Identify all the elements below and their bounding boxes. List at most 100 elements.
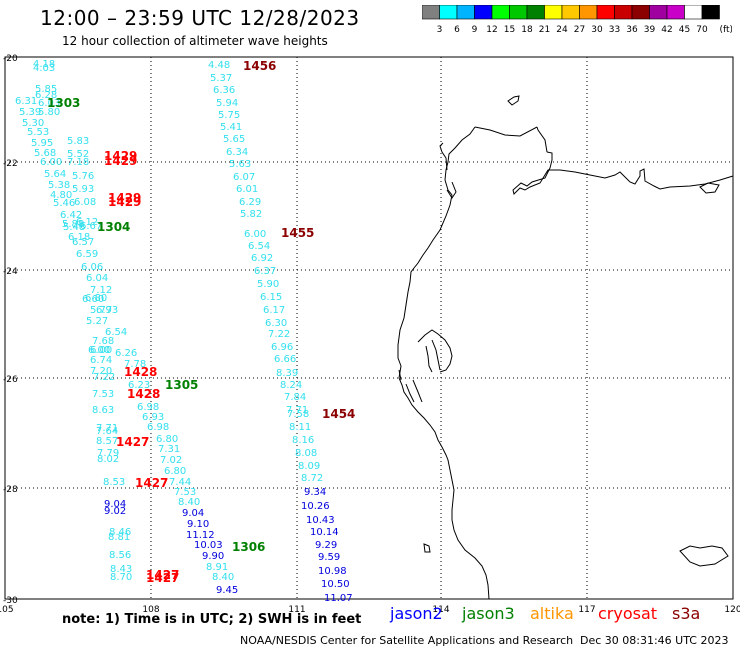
page-subtitle: 12 hour collection of altimeter wave hei…: [62, 34, 328, 48]
track-value: 6.15: [260, 292, 282, 303]
track-value: 4.18: [33, 59, 55, 70]
track-value: 5.83: [67, 136, 89, 147]
pass-time-label: 1427: [146, 568, 179, 582]
track-value: 5.65: [223, 134, 245, 145]
coastline: [397, 95, 734, 600]
track-value: 6.07: [233, 172, 255, 183]
pass-time-label: 1303: [47, 96, 80, 110]
track-value: 6.00: [90, 345, 112, 356]
longitude-labels: 105 108 111 114 117 120: [0, 605, 740, 615]
track-value: 6.00: [88, 345, 110, 356]
pass-time-label: 1429: [108, 191, 141, 205]
latitude-label: -20: [3, 54, 18, 64]
track-value: 7.12: [90, 285, 112, 296]
track-value: 9.29: [315, 540, 337, 551]
track-value: 4.03: [33, 63, 55, 74]
pass-time-label: 1304: [97, 220, 130, 234]
track-value: 10.03: [194, 540, 223, 551]
track-value: 8.16: [292, 435, 314, 446]
scale-label: 45: [679, 25, 690, 35]
track-value: 6.98: [137, 402, 159, 413]
exmouth-gulf: [439, 142, 457, 199]
track-value: 6.31: [15, 96, 37, 107]
track-value: 7.78: [124, 359, 146, 370]
scale-label: 70: [696, 25, 708, 35]
track-value: 8.08: [295, 448, 317, 459]
track-value: 6.34: [226, 147, 248, 158]
latitude-label: -30: [3, 596, 18, 606]
track-value: 8.70: [110, 572, 132, 583]
track-value: 5.48: [63, 222, 85, 233]
track-value: 6.92: [251, 253, 273, 264]
longitude-label: 111: [288, 605, 305, 615]
track-value: 6.80: [164, 466, 186, 477]
track-value: 8.72: [301, 473, 323, 484]
coast-main-west: [397, 126, 538, 600]
track-value: 6.66: [274, 354, 296, 365]
track-value: 8.02: [97, 454, 119, 465]
track-value: 8.40: [178, 497, 200, 508]
track-value: 5.77: [90, 305, 112, 316]
scale-label: 27: [574, 25, 585, 35]
track-value: 6.74: [90, 355, 112, 366]
track-value: 7.18: [67, 157, 89, 168]
scale-label: 36: [626, 25, 638, 35]
wave-height-values: 4.184.03 5.856.286.31 6.035.395.805.305.53…: [15, 59, 353, 604]
track-value: 8.56: [109, 550, 131, 561]
scale-swatch: [701, 5, 720, 20]
track-value: 5.39: [19, 107, 41, 118]
latitude-label: -22: [3, 159, 18, 169]
scale-label: 9: [472, 25, 478, 35]
legend-s3a: s3a: [672, 604, 701, 623]
longitude-label: 120: [724, 605, 740, 615]
track-value: 5.68: [34, 148, 56, 159]
pass-time-label: 1456: [243, 59, 276, 73]
scale-label: 6: [454, 25, 460, 35]
island-4: [423, 543, 431, 553]
track-value: 10.26: [301, 501, 330, 512]
track-value: 7.20: [90, 366, 112, 377]
track-value: 7.84: [284, 392, 306, 403]
track-value: 8.40: [212, 572, 234, 583]
track-value: 7.71: [286, 405, 308, 416]
track-value: 8.09: [298, 461, 320, 472]
track-value: 7.64: [96, 426, 118, 437]
track-value: 5.93: [72, 184, 94, 195]
track-value: 6.29: [239, 197, 261, 208]
color-scale: 3 6 9 12 15 18 21 24 27 30 33 36 39 42 45 70 (ft): [422, 5, 732, 35]
track-value: 6.57: [72, 237, 94, 248]
track-value: 6.80: [85, 293, 107, 304]
track-value: 6.04: [86, 273, 108, 284]
track-value: 6.60: [82, 294, 104, 305]
track-value: 6.93: [96, 305, 118, 316]
shark-bay: [398, 329, 453, 403]
track-value: 9.59: [318, 552, 340, 563]
latitude-label: -28: [3, 485, 18, 495]
track-value: 8.53: [103, 477, 125, 488]
track-value: 6.36: [213, 85, 235, 96]
western-australia-coast: [512, 126, 734, 195]
track-value: 7.68: [92, 336, 114, 347]
track-value: 5.30: [22, 118, 44, 129]
pass-time-label: 1455: [281, 226, 314, 240]
track-value: 8.39: [276, 368, 298, 379]
track-value: 6.93: [142, 412, 164, 423]
track-value: 11.12: [186, 530, 215, 541]
scale-label: 18: [521, 25, 533, 35]
track-value: 5.27: [86, 316, 108, 327]
track-value: 6.03: [38, 98, 60, 109]
track-value: 6.00: [244, 229, 266, 240]
track-value: 6.98: [147, 422, 169, 433]
scale-label: 42: [661, 25, 672, 35]
track-value: 10.43: [306, 515, 335, 526]
track-value: 8.63: [92, 405, 114, 416]
track-value: 7.22: [268, 329, 290, 340]
track-value: 6.12: [76, 217, 98, 228]
track-value: 6.54: [248, 241, 270, 252]
latitude-label: -26: [3, 375, 18, 385]
track-value: 6.26: [115, 348, 137, 359]
page-title: 12:00 – 23:59 UTC 12/28/2023: [40, 6, 360, 30]
credit-text: NOAA/NESDIS Center for Satellite Applica…: [240, 634, 574, 647]
pass-time-label: 1427: [135, 476, 168, 490]
track-value: 6.37: [254, 266, 276, 277]
